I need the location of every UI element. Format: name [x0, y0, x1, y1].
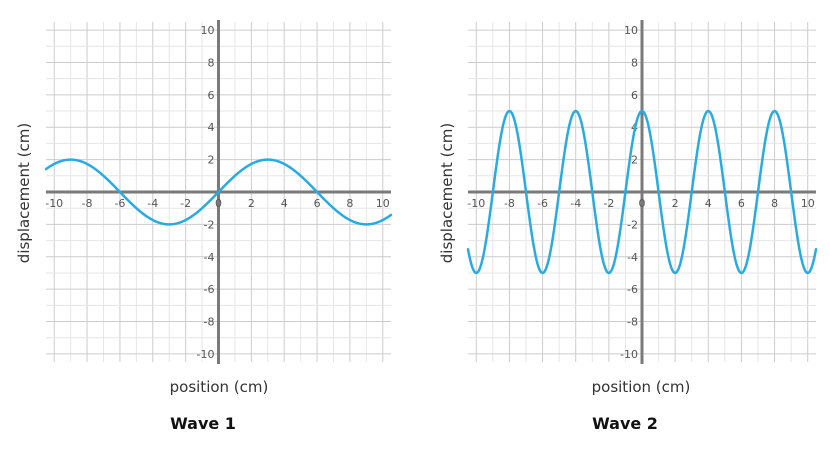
x-tick-label: 0	[639, 197, 646, 210]
x-tick-label: 8	[346, 197, 353, 210]
y-tick-label: -10	[197, 348, 215, 361]
x-tick-label: 2	[248, 197, 255, 210]
x-tick-label: -6	[537, 197, 548, 210]
y-tick-label: 8	[631, 56, 638, 69]
x-tick-label: -10	[467, 197, 485, 210]
x-tick-label: 6	[738, 197, 745, 210]
x-tick-label: 0	[215, 197, 222, 210]
wave-2-series-line	[466, 109, 818, 275]
x-tick-label: -10	[45, 197, 63, 210]
y-tick-label: 4	[208, 121, 215, 134]
wave-2-title: Wave 2	[592, 414, 658, 433]
y-tick-label: 8	[208, 56, 215, 69]
y-tick-label: -4	[204, 251, 215, 264]
y-tick-label: -4	[627, 251, 638, 264]
x-tick-label: 10	[376, 197, 390, 210]
x-tick-label: -2	[180, 197, 191, 210]
wave-1-x-axis-label: position (cm)	[170, 378, 269, 396]
y-tick-label: 2	[631, 154, 638, 167]
x-tick-label: -6	[114, 197, 125, 210]
x-tick-label: 6	[314, 197, 321, 210]
x-tick-label: -4	[147, 197, 158, 210]
y-tick-label: 2	[208, 154, 215, 167]
wave-1-y-axis-label: displacement (cm)	[15, 123, 33, 263]
x-tick-label: 4	[705, 197, 712, 210]
x-tick-label: -4	[570, 197, 581, 210]
x-tick-label: 4	[281, 197, 288, 210]
y-tick-label: 10	[201, 24, 215, 37]
y-tick-label: -2	[627, 218, 638, 231]
wave-2-x-axis-label: position (cm)	[592, 378, 691, 396]
y-tick-label: -10	[620, 348, 638, 361]
x-tick-label: 8	[771, 197, 778, 210]
y-tick-label: -8	[627, 316, 638, 329]
y-tick-label: 10	[624, 24, 638, 37]
wave-1-title: Wave 1	[170, 414, 236, 433]
x-tick-label: -8	[82, 197, 93, 210]
y-tick-label: -8	[204, 316, 215, 329]
x-tick-label: 2	[672, 197, 679, 210]
y-tick-label: 6	[208, 89, 215, 102]
y-tick-label: -6	[627, 283, 638, 296]
x-tick-label: -8	[504, 197, 515, 210]
x-tick-label: 10	[801, 197, 815, 210]
x-tick-label: -2	[603, 197, 614, 210]
wave-2-y-axis-label: displacement (cm)	[438, 123, 456, 263]
y-tick-label: -6	[204, 283, 215, 296]
y-tick-label: 6	[631, 89, 638, 102]
wave-1-series-line	[44, 158, 393, 226]
y-tick-label: -2	[204, 218, 215, 231]
